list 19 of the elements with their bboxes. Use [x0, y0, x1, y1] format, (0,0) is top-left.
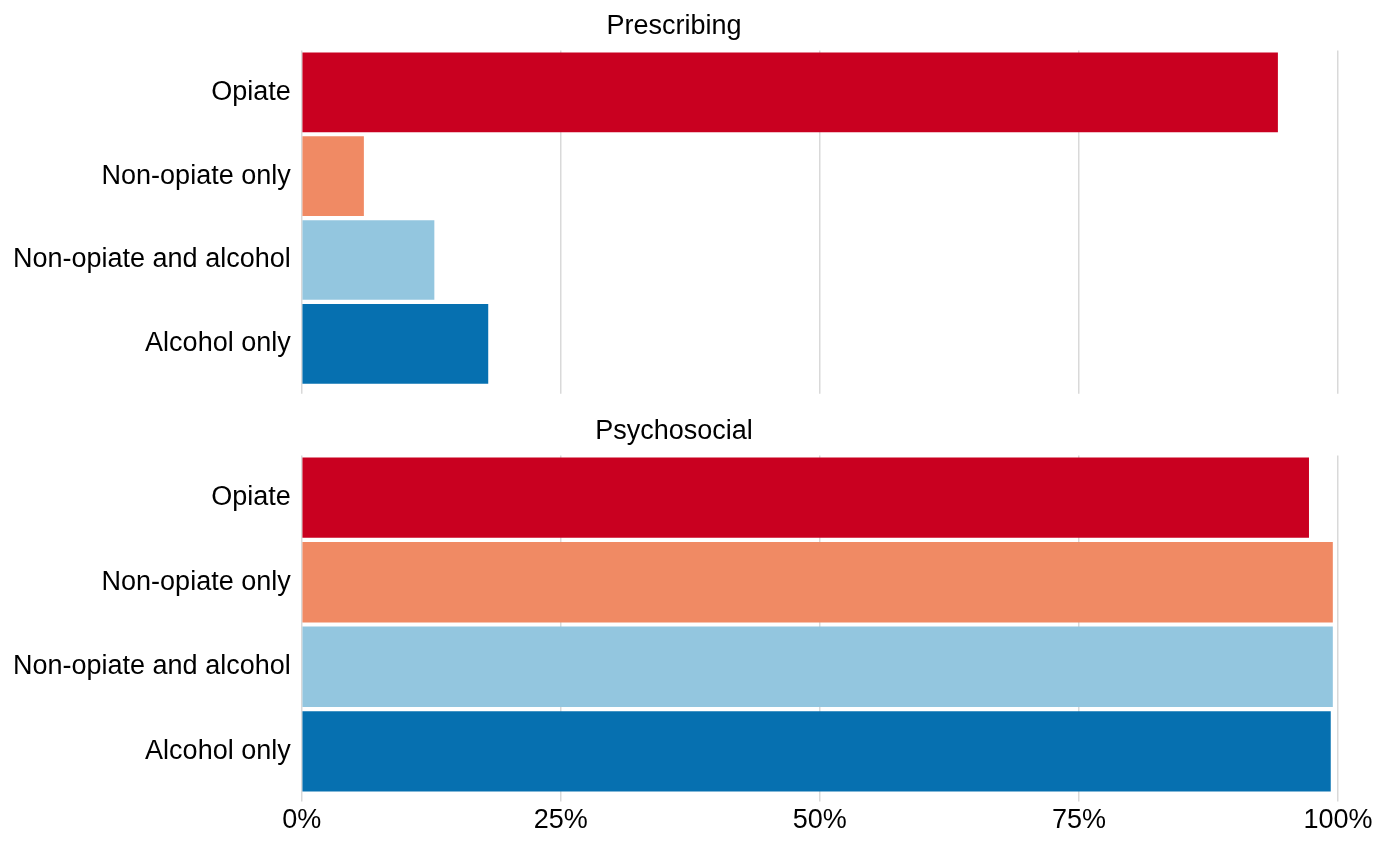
bar: [302, 136, 364, 216]
y-tick-label: Opiate: [211, 481, 291, 512]
x-tick-label: 50%: [792, 804, 847, 835]
x-tick-label: 100%: [1303, 804, 1373, 835]
bar: [302, 304, 489, 384]
bar: [302, 220, 435, 300]
y-tick-label: Non-opiate and alcohol: [13, 243, 291, 274]
y-tick-label: Non-opiate only: [101, 565, 292, 596]
y-tick-label: Non-opiate and alcohol: [13, 650, 291, 681]
y-tick-label: Opiate: [211, 75, 291, 106]
chart-title: Prescribing: [606, 9, 742, 40]
y-tick-label: Alcohol only: [145, 327, 292, 358]
y-tick-label: Alcohol only: [145, 734, 292, 765]
x-tick-label: 25%: [533, 804, 588, 835]
bar: [302, 52, 1278, 133]
chart-title: Psychosocial: [595, 414, 753, 445]
x-tick-label: 0%: [282, 804, 322, 835]
y-tick-label: Non-opiate only: [101, 159, 292, 190]
x-tick-label: 75%: [1051, 804, 1106, 835]
